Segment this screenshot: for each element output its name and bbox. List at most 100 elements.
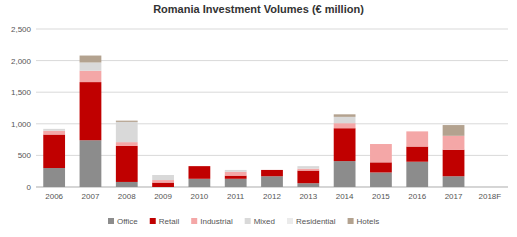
bar-segment [406,131,428,132]
legend-swatch [150,218,156,224]
bar-segment [152,175,174,180]
y-tick-label: 2,500 [11,25,32,34]
bar-segment [443,125,465,136]
bar-segment [188,166,210,167]
bar-segment [370,162,392,172]
x-tick-label: 2013 [299,192,317,201]
bar-segment [443,176,465,187]
bar-segment [43,128,65,129]
bar-segment [261,169,283,170]
bar-segment [297,169,319,171]
grid-line [36,155,508,156]
bar-segment [370,144,392,145]
bars [43,56,464,187]
grid-line [36,92,508,93]
bar-segment [297,166,319,169]
bar-segment [261,170,283,176]
x-tick-label: 2015 [372,192,390,201]
bar-segment [370,144,392,145]
x-tick-label: 2007 [82,192,100,201]
chart: Romania Investment Volumes (€ million) 0 5… [0,0,517,237]
x-tick-label: 2011 [227,192,245,201]
bar-segment [225,169,247,170]
legend-swatch [108,218,114,224]
bar-segment [370,172,392,187]
bar-segment [43,131,65,135]
bar-segment [116,142,138,146]
bar-segment [43,168,65,187]
bar-segment [370,144,392,162]
grid-line [36,29,508,30]
bar-segment [152,174,174,175]
x-tick-label: 2016 [408,192,426,201]
bar-segment [188,166,210,179]
bar-segment [261,169,283,170]
title: Romania Investment Volumes (€ million) [153,3,364,15]
bar-segment [406,131,428,146]
bar-segment [43,129,65,131]
bar-segment [443,136,465,150]
bar-segment [116,121,138,122]
bar-segment [225,176,247,179]
bar-segment [334,117,356,123]
legend-label: Mixed [254,217,275,226]
bar-segment [334,123,356,128]
bar-segment [116,146,138,182]
bar-segment [116,121,138,122]
legend: OfficeRetailIndustrialMixedResidentialHo… [108,217,379,226]
bar-segment [225,172,247,176]
x-tick-label: 2018F [479,192,502,201]
x-tick-label: 2010 [190,192,208,201]
bar-segment [188,166,210,167]
bar-segment [225,170,247,172]
legend-label: Office [117,217,138,226]
x-tick-label: 2008 [118,192,136,201]
y-tick-label: 1,500 [11,88,32,97]
grid-line [36,60,508,61]
bar-segment [116,182,138,187]
bar-segment [297,166,319,167]
legend-label: Industrial [200,217,233,226]
grid-line [36,123,508,124]
y-tick-label: 1,000 [11,120,32,129]
x-tick-label: 2009 [154,192,172,201]
x-tick-label: 2014 [336,192,354,201]
bar-segment [225,169,247,170]
bar-segment [43,135,65,168]
y-tick-label: 2,000 [11,57,32,66]
bar-segment [406,162,428,187]
bar-segment [297,166,319,167]
bar-segment [152,174,174,175]
bar-segment [225,179,247,187]
bar-segment [261,169,283,170]
y-tick-label: 500 [18,151,32,160]
legend-label: Retail [159,217,180,226]
x-tick-label: 2012 [263,192,281,201]
bar-segment [334,114,356,117]
bar-segment [188,166,210,167]
bar-segment [297,183,319,187]
bar-segment [152,180,174,183]
bar-segment [80,62,102,70]
bar-segment [334,128,356,161]
x-tick-label: 2017 [445,192,463,201]
legend-swatch [287,218,293,224]
bar-segment [80,71,102,82]
legend-label: Hotels [357,217,380,226]
bar-segment [80,56,102,63]
legend-swatch [348,218,354,224]
bar-segment [406,131,428,132]
bar-segment [406,131,428,132]
bar-segment [261,169,283,170]
bar-segment [188,179,210,187]
bar-segment [152,183,174,187]
bar-segment [261,176,283,187]
bar-segment [370,144,392,145]
bar-segment [406,147,428,162]
bar-segment [443,150,465,177]
x-tick-label: 2006 [45,192,63,201]
bar-segment [116,122,138,142]
y-tick-label: 0 [27,183,32,192]
bar-segment [80,82,102,140]
bar-segment [43,128,65,129]
